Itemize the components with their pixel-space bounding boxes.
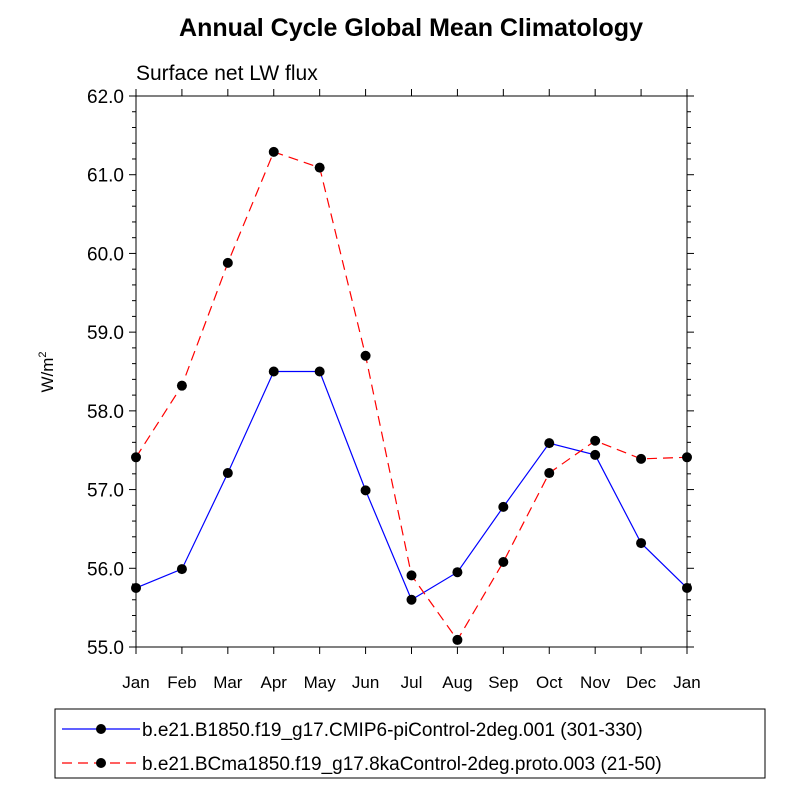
- series-1-point: [222, 257, 233, 268]
- x-tick-label: Aug: [442, 673, 472, 692]
- x-tick-label: Jun: [352, 673, 379, 692]
- series-1-point: [636, 453, 647, 464]
- x-tick-label: Jul: [401, 673, 423, 692]
- y-tick-label: 59.0: [87, 323, 124, 344]
- y-tick-label: 61.0: [87, 166, 124, 187]
- y-tick-label: 58.0: [87, 402, 124, 423]
- series-0-point: [636, 538, 647, 549]
- series-1-point: [268, 146, 279, 157]
- x-tick-label: Jan: [122, 673, 149, 692]
- y-tick-label: 56.0: [87, 559, 124, 580]
- series-1-point: [314, 162, 325, 173]
- x-tick-label: Sep: [488, 673, 518, 692]
- series-0-point: [131, 582, 141, 593]
- series-1-point: [498, 556, 509, 567]
- y-tick-label: 55.0: [87, 638, 124, 659]
- series-1-point: [452, 634, 463, 645]
- series-1-point: [406, 570, 417, 581]
- series-1-point: [682, 452, 692, 463]
- x-tick-label: Feb: [167, 673, 196, 692]
- series-1-point: [360, 350, 371, 361]
- legend-box: [54, 708, 766, 779]
- series-1-point: [544, 468, 555, 479]
- svg-text:W/m2: W/m2: [37, 351, 57, 392]
- series-line-0: [135, 370, 688, 601]
- series-0-point: [314, 366, 325, 377]
- x-tick-label: May: [304, 673, 337, 692]
- legend-marker-0: [96, 724, 106, 734]
- series-0-point: [498, 501, 509, 512]
- series-0-point: [682, 582, 692, 593]
- legend-marker-1: [96, 758, 106, 768]
- series-line-1: [135, 151, 688, 642]
- series-0-point: [406, 594, 417, 605]
- x-tick-label: Dec: [626, 673, 657, 692]
- chart-title: Annual Cycle Global Mean Climatology: [179, 14, 643, 42]
- series-0-point: [222, 468, 233, 479]
- series-1-point: [176, 380, 187, 391]
- x-tick-label: Apr: [261, 673, 288, 692]
- series-0-point: [544, 438, 555, 449]
- legend-label-1: b.e21.BCma1850.f19_g17.8kaControl-2deg.p…: [142, 754, 662, 775]
- y-tick-label: 62.0: [87, 87, 124, 108]
- plot-frame: [135, 95, 688, 648]
- series-1-point: [590, 435, 601, 446]
- chart-subtitle: Surface net LW flux: [136, 62, 318, 85]
- y-tick-label: 57.0: [87, 481, 124, 502]
- y-tick-label: 60.0: [87, 244, 124, 265]
- x-tick-label: Nov: [580, 673, 611, 692]
- series-0-point: [268, 366, 279, 377]
- y-axis-label: W/m2: [37, 351, 57, 392]
- legend-label-0: b.e21.B1850.f19_g17.CMIP6-piControl-2deg…: [142, 720, 643, 741]
- series-0-point: [176, 564, 187, 575]
- series-0-point: [452, 567, 463, 578]
- series-1-point: [131, 452, 141, 463]
- series-0-point: [590, 449, 601, 460]
- x-tick-label: Jan: [673, 673, 700, 692]
- x-tick-label: Mar: [213, 673, 243, 692]
- series-0-point: [360, 485, 371, 496]
- x-tick-label: Oct: [536, 673, 563, 692]
